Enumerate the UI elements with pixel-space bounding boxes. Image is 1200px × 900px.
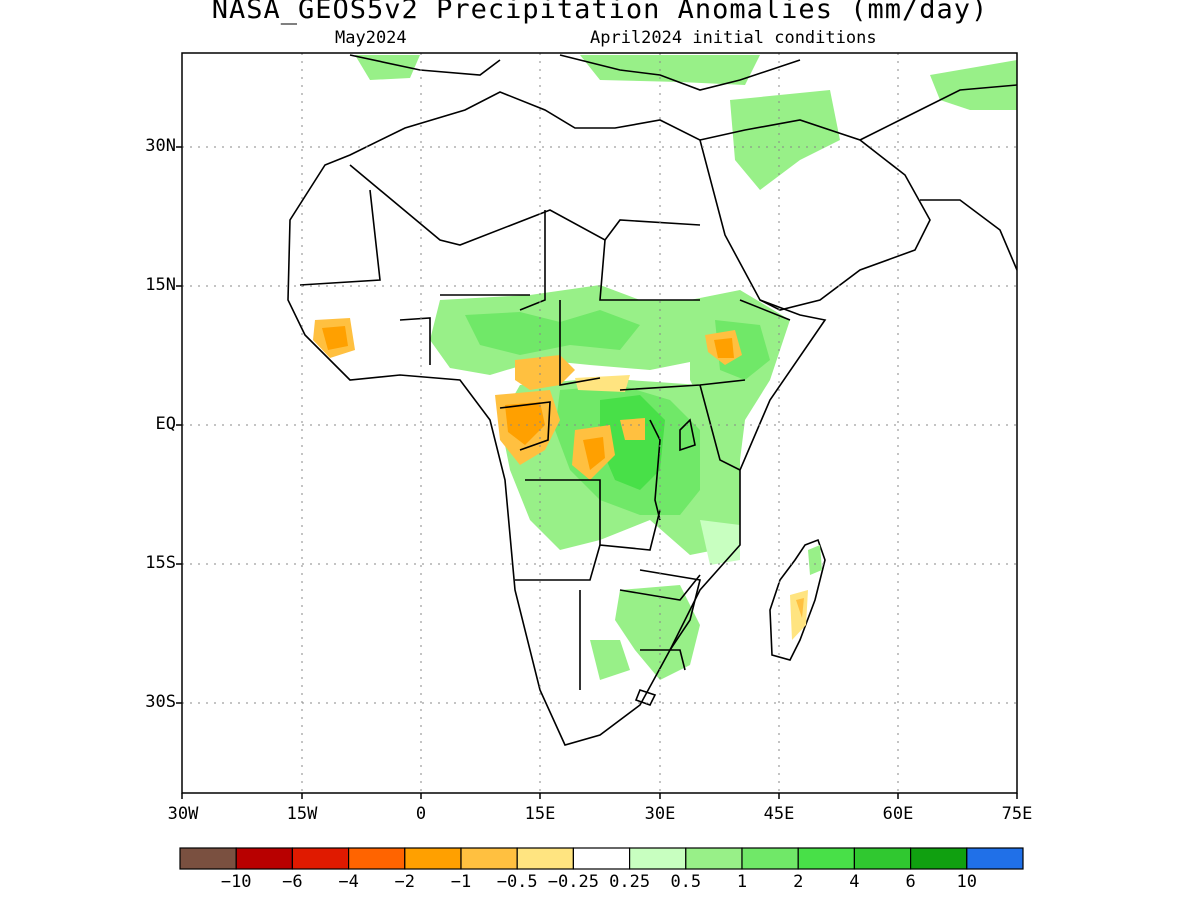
- colorbar-swatch: [291, 847, 350, 870]
- lat-label-eq: EQ: [155, 414, 176, 434]
- initial-conditions: April2024 initial conditions: [590, 28, 877, 48]
- colorbar-label: −4: [338, 872, 359, 892]
- plot-frame: [181, 52, 1018, 794]
- lat-label-15n: 15N: [145, 275, 176, 295]
- colorbar-swatch: [572, 847, 631, 870]
- axis-ticks: [176, 146, 1018, 799]
- map-title: NASA_GEOS5v2 Precipitation Anomalies (mm…: [211, 0, 989, 25]
- colorbar: [179, 847, 1024, 870]
- colorbar-swatch: [797, 847, 856, 870]
- colorbar-swatch: [741, 847, 799, 870]
- coastlines-and-borders: [287, 54, 1017, 746]
- colorbar-swatch: [685, 847, 743, 870]
- lon-label-15w: 15W: [286, 804, 318, 824]
- lon-label-75e: 75E: [1001, 804, 1033, 824]
- lat-label-15s: 15S: [145, 553, 176, 573]
- gridlines: [182, 53, 1017, 793]
- colorbar-label: 2: [793, 872, 804, 892]
- lat-label-30n: 30N: [145, 136, 176, 156]
- colorbar-swatch: [909, 847, 968, 870]
- colorbar-label: −6: [282, 872, 303, 892]
- colorbar-label: −0.5: [496, 872, 538, 892]
- colorbar-swatch: [348, 847, 406, 870]
- colorbar-swatch: [628, 847, 687, 870]
- lon-label-0: 0: [415, 804, 427, 824]
- colorbar-label: 1: [736, 872, 748, 892]
- lat-label-30s: 30S: [145, 692, 176, 712]
- colorbar-label: 10: [956, 872, 978, 892]
- lon-label-30e: 30E: [644, 804, 676, 824]
- lon-label-15e: 15E: [524, 804, 556, 824]
- lon-label-45e: 45E: [763, 804, 795, 824]
- colorbar-swatch: [404, 847, 462, 870]
- colorbar-label: −2: [394, 872, 416, 892]
- colorbar-swatch: [235, 847, 293, 870]
- lon-label-30w: 30W: [167, 804, 199, 824]
- forecast-month: May2024: [335, 28, 407, 48]
- colorbar-label: 0.5: [670, 872, 702, 892]
- colorbar-label: 4: [849, 872, 860, 892]
- colorbar-label: −0.25: [547, 872, 599, 892]
- colorbar-swatch: [179, 847, 237, 870]
- anomaly-shading: [288, 55, 1017, 745]
- colorbar-swatch: [460, 847, 518, 870]
- colorbar-label: −1: [450, 872, 472, 892]
- colorbar-label: 6: [905, 872, 916, 892]
- colorbar-label: 0.25: [609, 872, 651, 892]
- colorbar-swatch: [516, 847, 575, 870]
- colorbar-swatch: [853, 847, 912, 870]
- lon-label-60e: 60E: [882, 804, 914, 824]
- colorbar-swatch: [966, 847, 1024, 870]
- colorbar-label: −10: [220, 872, 252, 892]
